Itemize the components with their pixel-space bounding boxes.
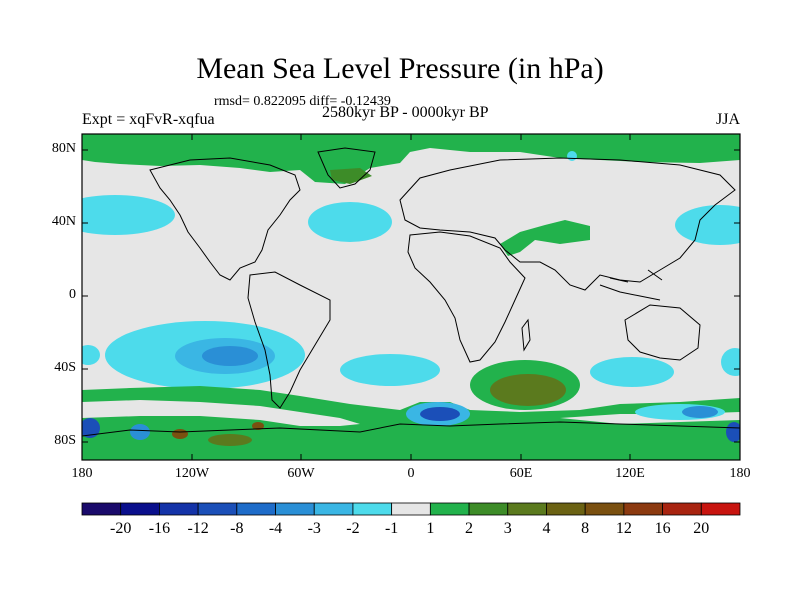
madagascar-coastline (521, 318, 531, 352)
arctic-positive-region (82, 134, 740, 184)
colorbar-box (662, 502, 702, 516)
eurasia-coastline (399, 157, 736, 291)
colorbar-label: -16 (148, 520, 171, 537)
north-america-coastline (149, 157, 301, 281)
lon-label-60e: 60E (509, 466, 533, 481)
maritime-continent-coastline (599, 269, 663, 301)
colorbar-label: 2 (465, 520, 474, 537)
indian-ocean-negative-region (590, 357, 674, 387)
colorbar (81, 502, 741, 516)
colorbar-box (236, 502, 276, 516)
lat-label-40s: 40S (54, 360, 76, 375)
colorbar-label: 1 (426, 520, 435, 537)
far-east-negative-region (721, 348, 740, 376)
south-indian-positive-core (490, 374, 566, 406)
colorbar-box (159, 502, 199, 516)
southern-grey-gap (82, 400, 360, 426)
lat-label-80s: 80S (54, 433, 76, 448)
colorbar-box (313, 502, 354, 516)
lon-label-180e: 180 (729, 466, 751, 481)
antarctic-positive-spot-3 (252, 422, 264, 430)
colorbar-label: -12 (187, 520, 209, 537)
lat-label-0: 0 (69, 287, 76, 302)
colorbar-label: -8 (230, 520, 244, 537)
australia-coastline (624, 304, 701, 361)
colorbar-label: -4 (268, 520, 283, 537)
south-atlantic-deep-negative-core (420, 407, 460, 421)
southwest-negative-spot (82, 418, 100, 438)
lon-label-60w: 60W (287, 466, 315, 481)
south-atlantic-negative-region (340, 354, 440, 386)
lon-label-180w: 180 (71, 466, 93, 481)
lat-label-80n: 80N (51, 141, 76, 156)
colorbar-label: 8 (581, 520, 590, 537)
antarctic-positive-spot (208, 434, 252, 446)
northeast-pacific-negative-region (675, 205, 740, 245)
colorbar-box (197, 502, 238, 516)
colorbar-box (700, 502, 741, 516)
colorbar-box (391, 502, 431, 516)
colorbar-label: 4 (542, 520, 551, 537)
south-pacific-negative-core-2 (202, 346, 258, 366)
colorbar-box (352, 502, 393, 516)
arctic-positive-region-2 (330, 168, 372, 184)
period-label: 2580kyr BP - 0000kyr BP (322, 104, 489, 121)
colorbar-box (468, 502, 509, 516)
colorbar-label: -20 (110, 520, 132, 537)
southwest-negative-spot-2 (130, 424, 150, 440)
colorbar-box (623, 502, 663, 516)
colorbar-box (120, 502, 160, 516)
colorbar-label: 3 (503, 520, 512, 537)
rmsd-diff-stats: rmsd= 0.822095 diff= -0.12439 (214, 94, 391, 109)
north-pacific-negative-region (82, 195, 175, 235)
colorbar-label: 12 (615, 520, 632, 537)
colorbar-label: -1 (384, 520, 399, 537)
small-negative-spot (567, 151, 577, 161)
north-atlantic-negative-region (308, 202, 392, 242)
lat-label-40n: 40N (51, 214, 76, 229)
coastlines (82, 147, 740, 437)
south-america-coastline (247, 271, 331, 409)
southeast-negative-core (682, 406, 718, 418)
colorbar-box (507, 502, 547, 516)
greenland-coastline (317, 147, 376, 189)
colorbar-box (275, 502, 315, 516)
colorbar-label: -2 (346, 520, 360, 537)
colorbar-box (81, 502, 122, 516)
season-label: JJA (716, 111, 741, 128)
colorbar-label: 16 (654, 520, 671, 537)
colorbar-label: 20 (693, 520, 710, 537)
asia-positive-region (500, 220, 590, 256)
colorbar-box (584, 502, 625, 516)
lon-ticks (191, 134, 631, 460)
colorbar-box (546, 502, 586, 516)
colorbar-box (429, 502, 470, 516)
lon-label-120e: 120E (615, 466, 645, 481)
south-pacific-west-negative (82, 345, 100, 365)
lon-label-120w: 120W (174, 466, 210, 481)
experiment-label: Expt = xqFvR-xqfua (82, 111, 215, 128)
antarctica-coastline (82, 421, 740, 437)
pressure-field (82, 134, 740, 460)
africa-coastline (407, 231, 526, 363)
lat-ticks (82, 149, 740, 443)
colorbar-label: -3 (307, 520, 321, 537)
map-title: Mean Sea Level Pressure (in hPa) (196, 52, 604, 85)
antarctic-positive-spot-2 (172, 429, 188, 439)
far-southeast-negative (726, 422, 740, 442)
lon-label-0: 0 (407, 466, 415, 481)
